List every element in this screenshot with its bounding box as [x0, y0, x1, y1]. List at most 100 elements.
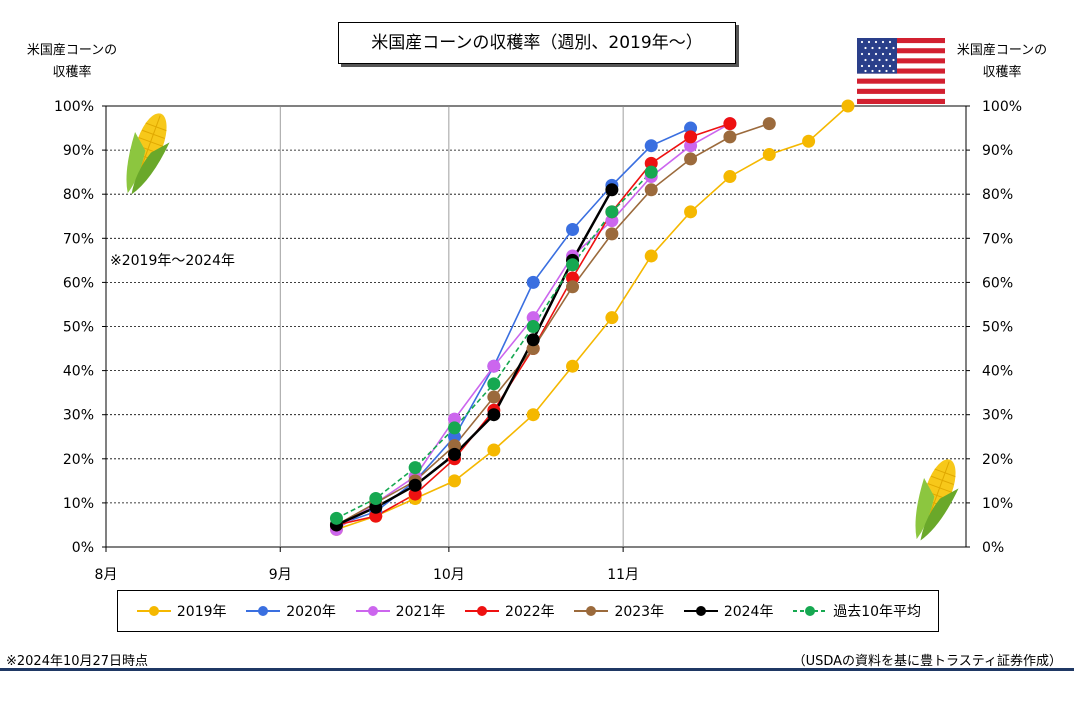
y-tick-label-right: 70% [982, 231, 1013, 247]
data-point-avg [408, 461, 422, 475]
y-tick-label-right: 60% [982, 275, 1013, 291]
y-axis-left: 0% 10% 20% 30% 40% 50% 60% 70% 80% 90% 100% [54, 99, 106, 556]
y-tick-label-right: 20% [982, 452, 1013, 468]
data-point-2019 [644, 249, 658, 263]
footer-date-note: ※2024年10月27日時点 [6, 654, 149, 669]
data-point-avg [566, 258, 580, 272]
y-tick-label-left: 60% [63, 275, 94, 291]
y-axis-right-title-line1: 米国産コーンの [956, 43, 1048, 58]
data-point-avg [447, 421, 461, 435]
x-tick-label: 10月 [433, 567, 465, 583]
data-point-avg [526, 320, 540, 333]
y-tick-label-left: 70% [63, 231, 94, 247]
data-point-avg [329, 511, 343, 525]
y-tick-label-right: 100% [982, 99, 1022, 115]
data-point-2022 [684, 130, 698, 144]
legend-label: 2021年 [395, 604, 446, 620]
y-axis-left-title-line2: 収穫率 [52, 65, 92, 80]
legend-item-2021: 2021年 [354, 601, 446, 621]
x-tick-label: 9月 [269, 567, 292, 583]
corn-icon [126, 113, 170, 195]
data-point-2019 [447, 474, 461, 488]
data-point-2021 [487, 359, 501, 373]
data-point-2023 [487, 390, 501, 404]
data-point-2024 [408, 478, 422, 492]
data-point-2020 [566, 222, 580, 236]
legend-label: 2022年 [505, 604, 555, 620]
data-point-2019 [487, 443, 501, 457]
y-axis-left-title-line1: 米国産コーンの [26, 43, 118, 58]
y-tick-label-left: 90% [63, 143, 94, 159]
legend-item-2019: 2019年 [135, 601, 227, 621]
data-point-2019 [684, 205, 698, 219]
y-axis-left-title: 米国産コーンの 収穫率 [12, 40, 132, 84]
data-point-2024 [447, 447, 461, 461]
y-axis-right-title: 米国産コーンの 収穫率 [942, 40, 1062, 84]
y-tick-label-left: 20% [63, 452, 94, 468]
y-tick-label-left: 50% [63, 320, 94, 336]
legend-label: 2020年 [286, 604, 336, 620]
data-point-2020 [526, 275, 540, 289]
y-axis-right-title-line2: 収穫率 [982, 65, 1022, 80]
data-point-2023 [684, 152, 698, 166]
chart-legend: 2019年 2020年 2021年 2022年 2023年 2024年 過去10… [117, 590, 939, 632]
series-line-2019 [336, 105, 849, 531]
us-flag-icon [857, 38, 945, 104]
y-tick-label-left: 40% [63, 364, 94, 380]
data-point-avg [644, 165, 658, 179]
y-tick-label-left: 80% [63, 187, 94, 203]
data-point-2023 [566, 280, 580, 294]
data-point-2023 [644, 183, 658, 197]
legend-label: 過去10年平均 [833, 604, 922, 620]
legend-label: 2024年 [723, 604, 774, 620]
data-point-2019 [566, 359, 580, 373]
series-points [329, 99, 855, 536]
y-tick-label-left: 30% [63, 408, 94, 424]
data-point-2019 [605, 311, 619, 325]
x-tick-label: 8月 [95, 567, 118, 583]
y-tick-label-left: 10% [63, 496, 94, 512]
series-line-2020 [336, 127, 691, 526]
data-point-2023 [605, 227, 619, 241]
legend-label: 2023年 [614, 604, 665, 620]
series-line-2024 [335, 189, 613, 527]
data-point-2019 [802, 134, 816, 148]
corn-icon [915, 459, 959, 541]
y-axis-right: 0% 10% 20% 30% 40% 50% 60% 70% 80% 90% 100% [966, 99, 1022, 556]
data-point-2020 [644, 139, 658, 153]
legend-item-2020: 2020年 [244, 601, 336, 621]
data-point-2019 [762, 148, 776, 162]
legend-item-2023: 2023年 [572, 601, 664, 621]
legend-label: 2019年 [176, 604, 227, 620]
data-point-avg [605, 205, 619, 219]
chart-title: 米国産コーンの収穫率（週別、2019年～） [338, 22, 736, 64]
data-point-2019 [841, 99, 855, 113]
data-point-2023 [723, 130, 737, 144]
x-tick-label: 11月 [607, 567, 639, 583]
y-tick-label-right: 0% [982, 540, 1004, 556]
legend-item-2024: 2024年 [682, 601, 774, 621]
series-line-2023 [336, 122, 770, 526]
legend-item-avg: 過去10年平均 [791, 601, 921, 621]
data-point-2022 [723, 117, 737, 131]
data-point-2024 [487, 408, 501, 422]
data-point-2019 [526, 408, 540, 422]
y-tick-label-right: 90% [982, 143, 1013, 159]
footer-source-note: （USDAの資料を基に豊トラスティ証券作成） [792, 654, 1062, 669]
data-point-avg [369, 491, 383, 505]
range-note: ※2019年～2024年 [110, 253, 235, 269]
data-point-2023 [762, 117, 776, 131]
data-point-2019 [723, 170, 737, 184]
y-tick-label-right: 30% [982, 408, 1013, 424]
y-tick-label-right: 50% [982, 320, 1013, 336]
y-tick-label-left: 100% [54, 99, 94, 115]
legend-item-2022: 2022年 [463, 601, 555, 621]
data-point-2024 [526, 333, 540, 347]
data-point-2024 [605, 183, 619, 197]
y-tick-label-right: 40% [982, 364, 1013, 380]
footer-divider [0, 668, 1074, 671]
y-tick-label-left: 0% [72, 540, 94, 556]
data-point-avg [487, 377, 501, 391]
x-axis: 8月 9月 10月 11月 [95, 547, 639, 583]
